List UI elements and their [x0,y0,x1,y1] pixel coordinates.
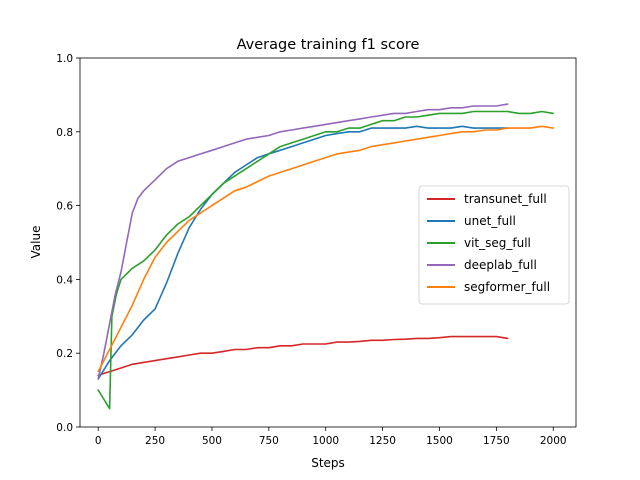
x-tick-label: 1500 [426,435,453,447]
legend-label: transunet_full [464,192,547,206]
series-line-deeplab-full [97,103,509,380]
chart-title: Average training f1 score [237,37,420,53]
y-axis: 0.0 0.2 0.4 0.6 0.8 1.0 [56,53,80,434]
legend-item: deeplab_full [427,258,537,272]
x-tick-label: 2000 [540,435,567,447]
x-tick-label: 0 [95,435,102,447]
legend-label: segformer_full [464,280,550,294]
axes-frame [79,57,577,428]
x-tick-label: 1000 [312,435,339,447]
legend-box [418,185,570,305]
x-axis-label: Steps [311,456,345,470]
legend: transunet_full unet_full vit_seg_fulldeepl… [418,185,570,305]
y-tick-label: 0.4 [56,274,73,286]
x-tick-label: 1750 [483,435,510,447]
y-tick-label: 0.2 [56,348,73,360]
legend-item: unet_full [427,214,516,228]
series-line-transunet-full [97,335,509,377]
legend-label: unet_full [464,214,516,228]
legend-label: vit_seg_full [464,236,531,250]
plot-area [79,57,577,428]
x-tick-label: 250 [145,435,165,447]
y-tick-label: 0.6 [56,201,73,213]
x-tick-label: 750 [259,435,279,447]
y-tick-label: 0.0 [56,422,73,434]
legend-label: deeplab_full [464,258,537,272]
legend-item: vit_seg_full [427,236,531,250]
y-tick-label: 0.8 [56,127,73,139]
y-axis-label: Value [29,226,43,259]
series-line-vit-seg-full [97,110,555,410]
y-tick-label: 1.0 [56,53,73,65]
x-axis: 0 250 500 750 1000 1250 1500 1750 2000 [95,427,567,447]
x-tick-label: 500 [202,435,222,447]
series-line-unet-full [97,125,509,380]
legend-item: transunet_full [427,192,547,206]
legend-item: segformer_full [427,280,550,294]
series-layer [97,103,555,410]
series-line-segformer-full [97,125,555,373]
x-tick-label: 1250 [369,435,396,447]
